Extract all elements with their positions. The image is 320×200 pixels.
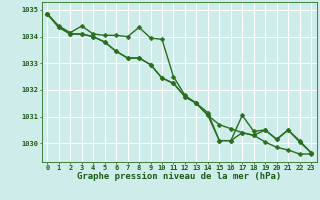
X-axis label: Graphe pression niveau de la mer (hPa): Graphe pression niveau de la mer (hPa) — [77, 172, 281, 181]
